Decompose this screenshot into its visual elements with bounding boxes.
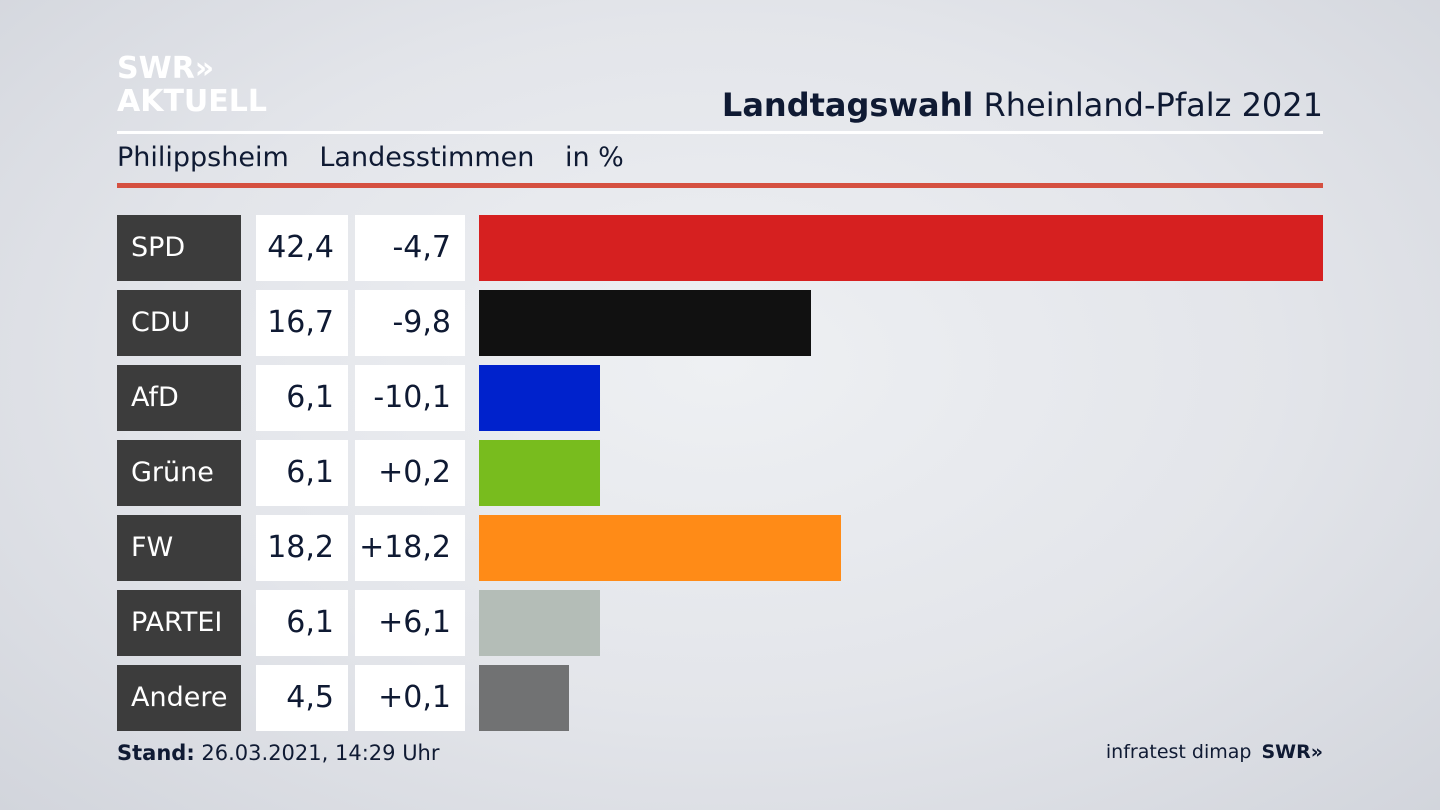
- page-title: Landtagswahl Rheinland-Pfalz 2021: [722, 86, 1323, 124]
- source-label: infratest dimap: [1105, 741, 1252, 763]
- result-row: Andere 4,5 +0,1: [117, 665, 1323, 731]
- party-label: PARTEI: [117, 590, 241, 656]
- result-row: AfD 6,1 -10,1: [117, 365, 1323, 431]
- logo-line-2: AKTUELL: [117, 84, 268, 119]
- party-label: Grüne: [117, 440, 241, 506]
- vote-share-bar: [479, 440, 600, 506]
- change-label: -10,1: [355, 365, 465, 431]
- party-label: FW: [117, 515, 241, 581]
- change-label: +18,2: [355, 515, 465, 581]
- subtitle: Philippsheim Landesstimmen in %: [117, 142, 646, 173]
- source-credit: infratest dimap SWR»: [1106, 741, 1323, 763]
- vote-share-label: 4,5: [256, 665, 348, 731]
- result-row: PARTEI 6,1 +6,1: [117, 590, 1323, 656]
- party-label: AfD: [117, 365, 241, 431]
- subtitle-divider: [117, 183, 1323, 188]
- vote-share-bar: [479, 365, 600, 431]
- vote-share-label: 18,2: [256, 515, 348, 581]
- result-row: CDU 16,7 -9,8: [117, 290, 1323, 356]
- vote-share-bar: [479, 290, 811, 356]
- timestamp: Stand: 26.03.2021, 14:29 Uhr: [117, 741, 440, 765]
- result-row: SPD 42,4 -4,7: [117, 215, 1323, 281]
- party-label: CDU: [117, 290, 241, 356]
- vote-share-bar: [479, 665, 569, 731]
- result-row: FW 18,2 +18,2: [117, 515, 1323, 581]
- subtitle-unit: in %: [564, 142, 624, 173]
- vote-share-label: 6,1: [256, 440, 348, 506]
- logo-line-1: SWR»: [117, 51, 215, 86]
- change-label: -9,8: [355, 290, 465, 356]
- title-rest: Rheinland-Pfalz 2021: [983, 86, 1323, 124]
- change-label: -4,7: [355, 215, 465, 281]
- vote-share-bar: [479, 590, 600, 656]
- vote-share-bar: [479, 515, 841, 581]
- party-label: SPD: [117, 215, 241, 281]
- swr-aktuell-logo: SWR» AKTUELL: [117, 54, 267, 117]
- vote-share-label: 6,1: [256, 365, 348, 431]
- vote-share-label: 16,7: [256, 290, 348, 356]
- vote-share-label: 6,1: [256, 590, 348, 656]
- vote-share-label: 42,4: [256, 215, 348, 281]
- subtitle-type: Landesstimmen: [319, 142, 535, 173]
- title-bold: Landtagswahl: [721, 86, 974, 124]
- subtitle-location: Philippsheim: [117, 142, 289, 173]
- change-label: +0,2: [355, 440, 465, 506]
- party-label: Andere: [117, 665, 241, 731]
- vote-share-bar: [479, 215, 1323, 281]
- swr-brand: SWR»: [1261, 741, 1323, 763]
- change-label: +6,1: [355, 590, 465, 656]
- result-row: Grüne 6,1 +0,2: [117, 440, 1323, 506]
- stand-value: 26.03.2021, 14:29 Uhr: [201, 741, 440, 765]
- change-label: +0,1: [355, 665, 465, 731]
- header-divider: [117, 131, 1323, 134]
- stand-label: Stand:: [117, 741, 195, 765]
